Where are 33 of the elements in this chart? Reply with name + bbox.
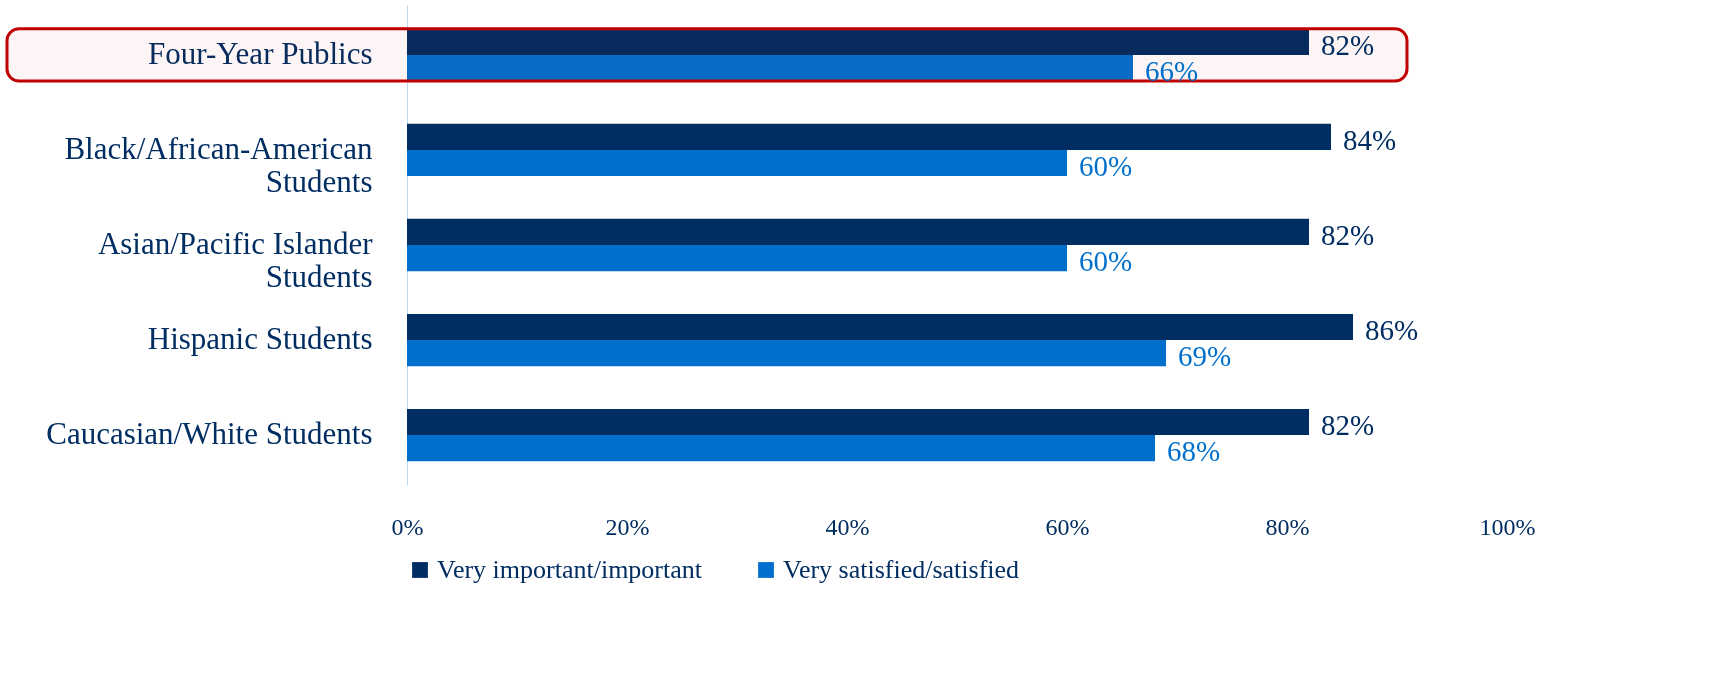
y-tick-label: Caucasian/White Students <box>46 416 373 452</box>
bar <box>407 123 1331 150</box>
data-label: 68% <box>1167 435 1221 468</box>
data-label: 66% <box>1145 54 1199 87</box>
x-tick-label: 0% <box>391 513 424 540</box>
legend-label: Very important/important <box>437 555 703 584</box>
data-label: 84% <box>1343 123 1397 156</box>
bar <box>407 435 1155 462</box>
x-tick-label: 40% <box>825 513 870 540</box>
bar <box>407 28 1309 55</box>
legend-label: Very satisfied/satisfied <box>783 555 1020 584</box>
data-label: 69% <box>1178 340 1232 373</box>
bar <box>407 340 1166 367</box>
x-tick-label: 20% <box>605 513 650 540</box>
data-label: 82% <box>1321 218 1375 251</box>
y-tick-label: Four-Year Publics <box>148 35 373 71</box>
data-label: 82% <box>1321 28 1375 61</box>
bar <box>407 408 1309 436</box>
data-label: 60% <box>1079 150 1133 183</box>
data-label: 82% <box>1321 409 1375 442</box>
y-tick-label: Hispanic Students <box>147 321 373 357</box>
bar <box>407 218 1309 245</box>
bar <box>407 313 1353 341</box>
bar <box>407 54 1133 82</box>
x-tick-label: 80% <box>1265 513 1310 540</box>
data-label: 60% <box>1079 245 1133 278</box>
x-tick-label: 100% <box>1479 513 1536 540</box>
bar <box>407 149 1067 177</box>
data-label: 86% <box>1365 313 1419 346</box>
bar <box>407 245 1067 272</box>
x-tick-label: 60% <box>1045 513 1090 540</box>
y-tick-label: Black/African-American Students <box>64 130 373 199</box>
y-tick-label: Asian/Pacific Islander Students <box>97 226 374 294</box>
